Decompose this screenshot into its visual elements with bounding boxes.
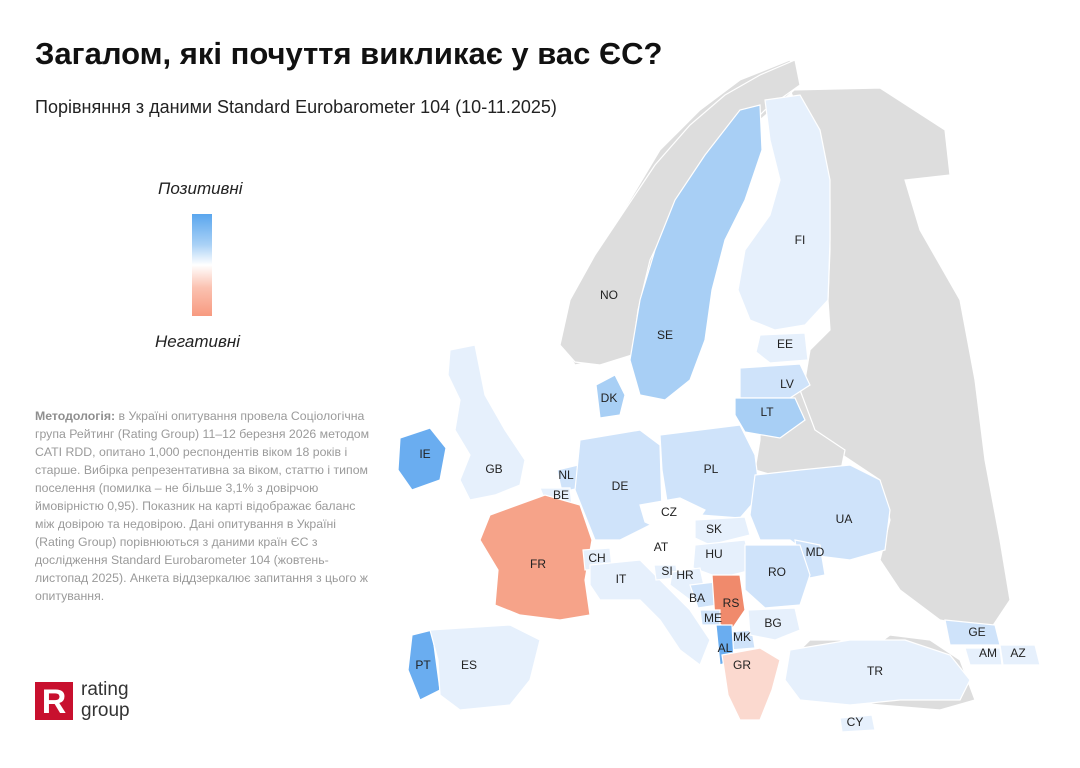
page-subtitle: Порівняння з даними Standard Eurobaromet… bbox=[35, 97, 557, 117]
country-label-it: IT bbox=[616, 572, 627, 586]
country-dk bbox=[595, 374, 626, 419]
country-tr bbox=[784, 639, 971, 706]
country-ua bbox=[749, 464, 891, 561]
country-ro bbox=[744, 544, 811, 609]
logo-mark-letter: R bbox=[42, 683, 67, 720]
logo-line-group: group bbox=[81, 700, 130, 721]
country-label-gr: GR bbox=[733, 658, 751, 672]
legend-color-scale bbox=[192, 214, 212, 316]
country-label-de: DE bbox=[612, 479, 629, 493]
country-label-pt: PT bbox=[415, 658, 431, 672]
country-label-rs: RS bbox=[723, 596, 740, 610]
rating-group-logo: R rating group bbox=[35, 679, 155, 722]
country-label-nl: NL bbox=[558, 468, 574, 482]
country-se bbox=[629, 104, 763, 401]
country-label-ua: UA bbox=[836, 512, 853, 526]
country-gr bbox=[721, 647, 781, 721]
country-label-ge: GE bbox=[968, 625, 985, 639]
country-sk bbox=[694, 516, 751, 546]
country-at bbox=[633, 531, 695, 561]
country-label-be: BE bbox=[553, 488, 569, 502]
country-label-am: AM bbox=[979, 646, 997, 660]
country-label-mk: MK bbox=[733, 630, 751, 644]
country-label-me: ME bbox=[704, 611, 722, 625]
country-label-ro: RO bbox=[768, 565, 786, 579]
legend-negative-label: Негативні bbox=[155, 332, 240, 351]
country-label-fr: FR bbox=[530, 557, 546, 571]
country-label-es: ES bbox=[461, 658, 477, 672]
country-lv bbox=[739, 363, 811, 399]
country-label-si: SI bbox=[661, 564, 672, 578]
country-label-cz: CZ bbox=[661, 505, 677, 519]
country-label-lt: LT bbox=[760, 405, 774, 419]
logo-wordmark: rating group bbox=[81, 679, 130, 721]
country-label-bg: BG bbox=[764, 616, 781, 630]
country-gb bbox=[447, 344, 526, 501]
country-label-fi: FI bbox=[795, 233, 806, 247]
country-label-ie: IE bbox=[419, 447, 430, 461]
country-fr bbox=[479, 494, 593, 621]
country-label-hu: HU bbox=[705, 547, 722, 561]
rating-logo-icon: R bbox=[35, 682, 73, 720]
country-label-md: MD bbox=[806, 545, 825, 559]
country-label-pl: PL bbox=[704, 462, 719, 476]
country-label-at: AT bbox=[654, 540, 669, 554]
methodology-note: Методологія: в Україні опитування провел… bbox=[35, 407, 375, 605]
country-label-dk: DK bbox=[601, 391, 618, 405]
country-de bbox=[574, 429, 663, 541]
logo-line-rating: rating bbox=[81, 679, 129, 700]
country-fi bbox=[737, 94, 831, 331]
country-label-az: AZ bbox=[1010, 646, 1025, 660]
country-label-no: NO bbox=[600, 288, 618, 302]
country-cy bbox=[839, 714, 876, 733]
country-am bbox=[964, 647, 1003, 666]
country-label-sk: SK bbox=[706, 522, 722, 536]
methodology-text: в Україні опитування провела Соціологічн… bbox=[35, 409, 370, 603]
country-label-hr: HR bbox=[676, 568, 694, 582]
country-label-tr: TR bbox=[867, 664, 883, 678]
country-label-cy: CY bbox=[847, 715, 864, 729]
country-label-se: SE bbox=[657, 328, 673, 342]
legend-positive-label: Позитивні bbox=[158, 179, 243, 198]
country-pt bbox=[407, 629, 441, 701]
country-az bbox=[999, 644, 1041, 666]
country-hu bbox=[692, 539, 753, 579]
country-ie bbox=[397, 427, 447, 491]
country-es bbox=[429, 624, 541, 711]
country-label-ee: EE bbox=[777, 337, 793, 351]
country-label-gb: GB bbox=[485, 462, 502, 476]
country-bg bbox=[747, 607, 801, 641]
country-label-ch: CH bbox=[588, 551, 605, 565]
country-label-ba: BA bbox=[689, 591, 705, 605]
country-ee bbox=[755, 332, 809, 364]
page-title: Загалом, які почуття викликає у вас ЄС? bbox=[35, 36, 663, 71]
methodology-label: Методологія: bbox=[35, 409, 116, 423]
country-lt bbox=[734, 397, 806, 439]
land-russia bbox=[789, 87, 1011, 631]
country-label-lv: LV bbox=[780, 377, 794, 391]
country-label-al: AL bbox=[718, 641, 733, 655]
